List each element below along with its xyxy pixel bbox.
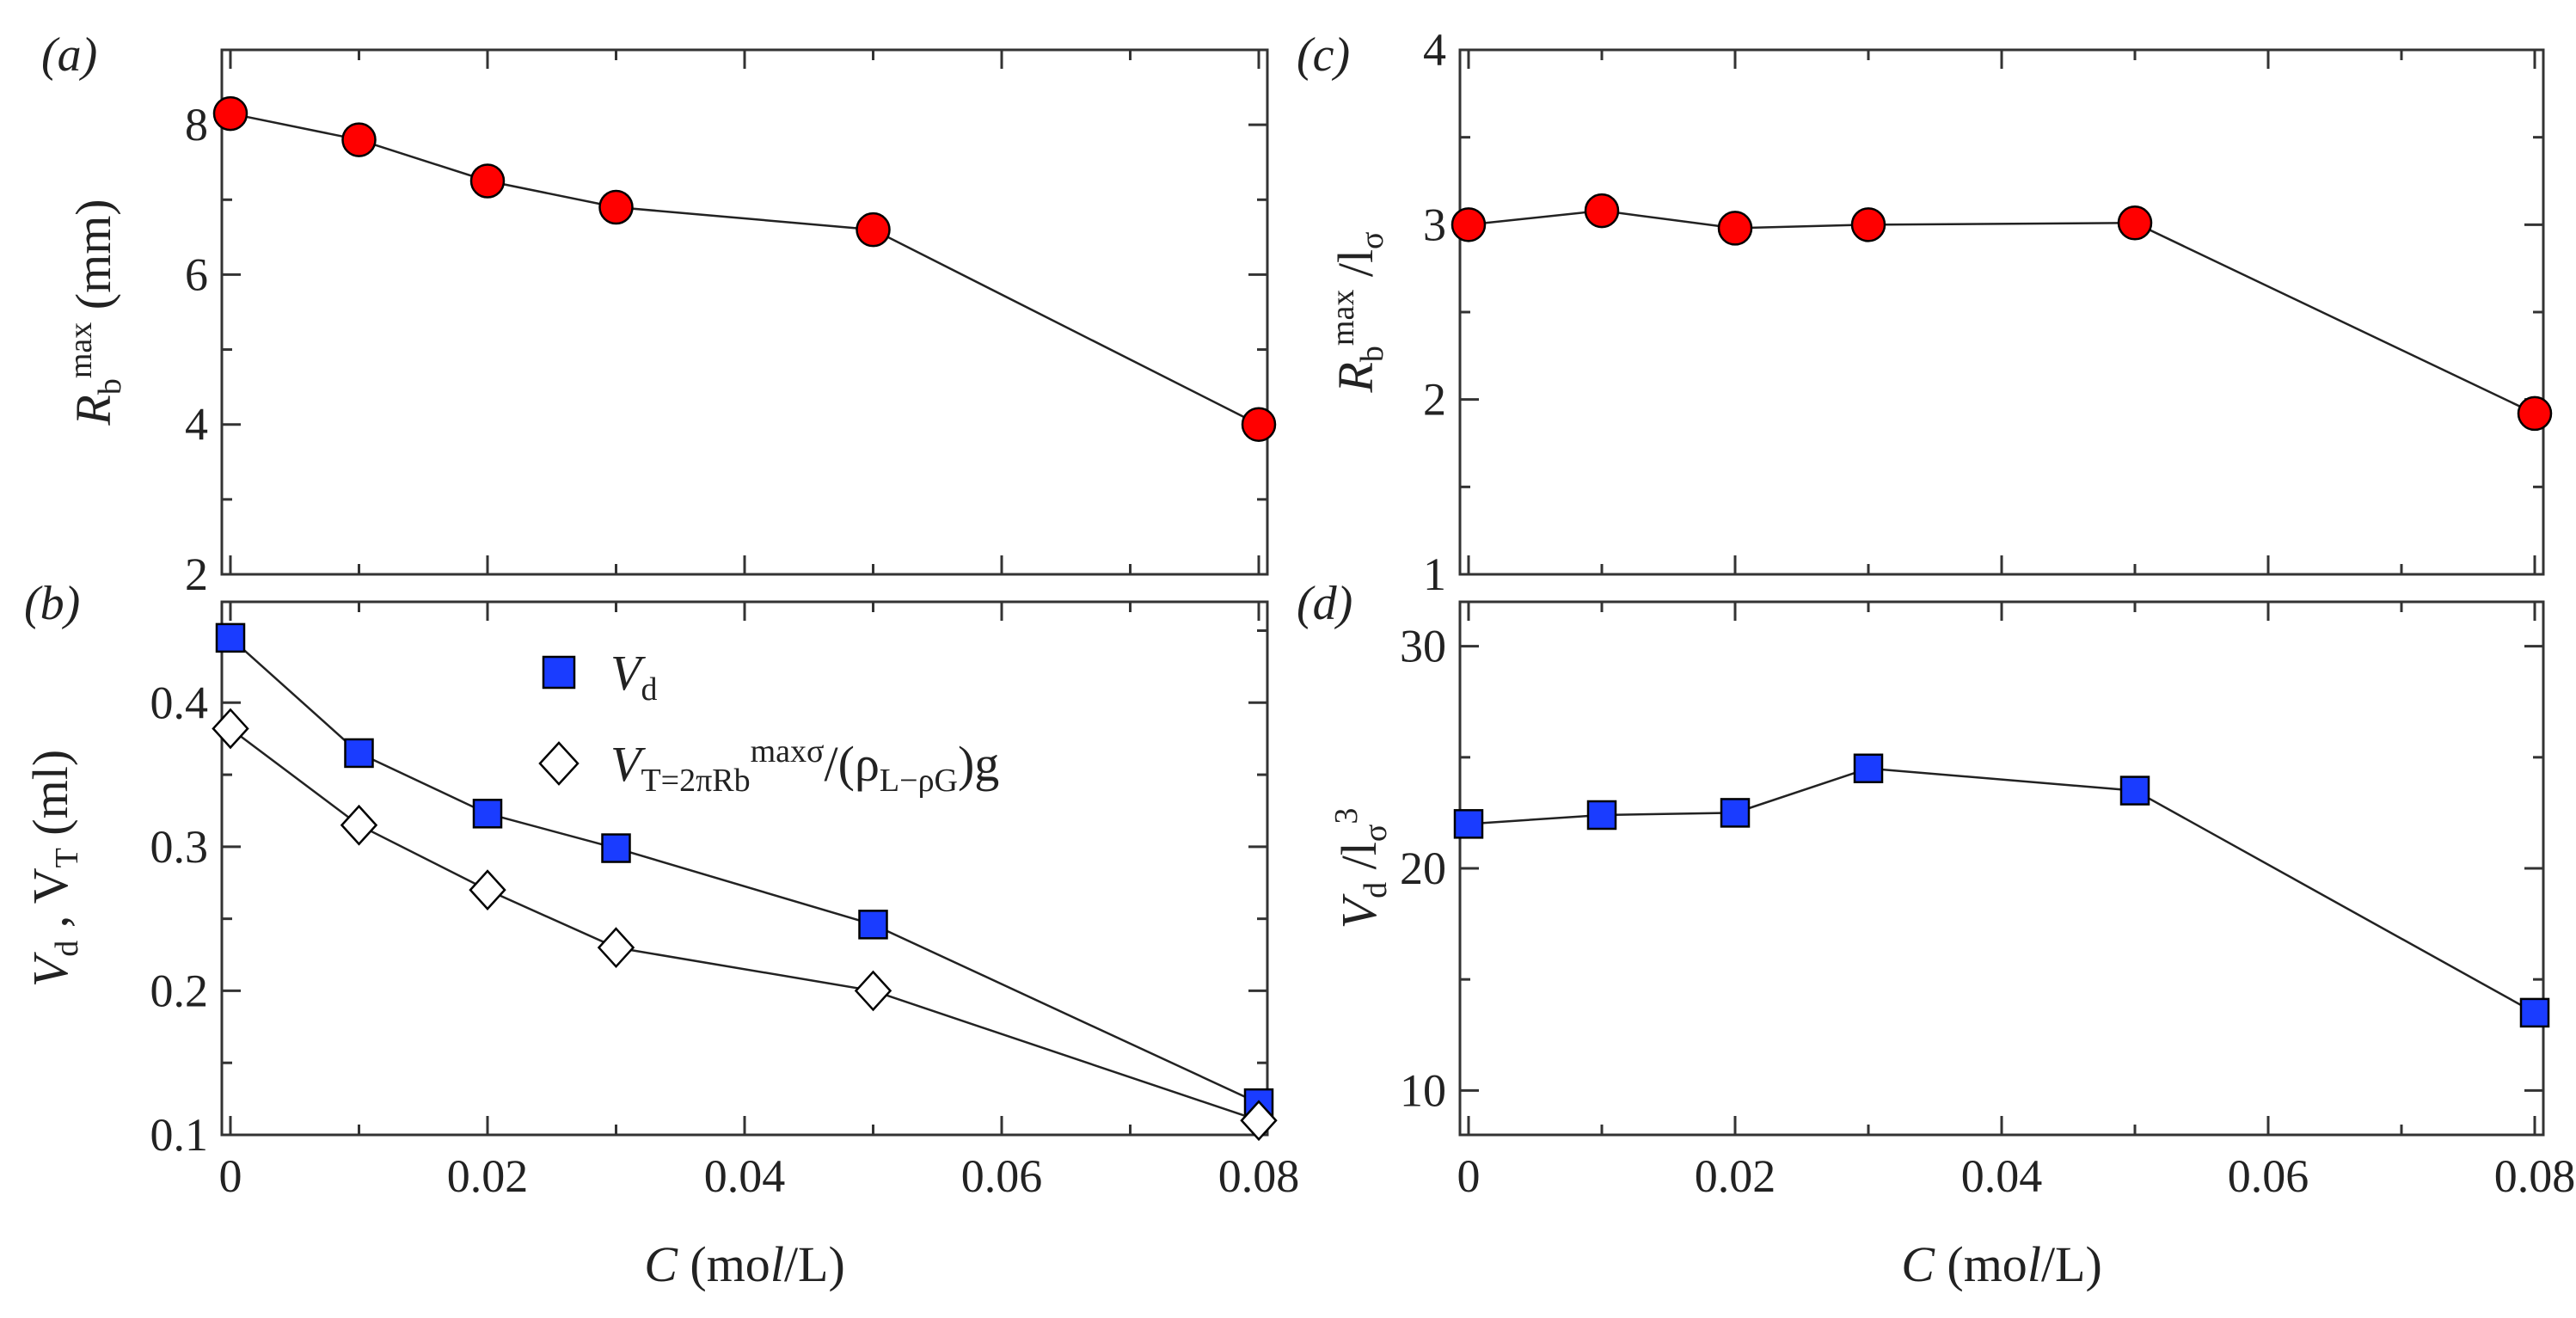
y-axis-label-text-a: Rbmax (mm) <box>63 199 128 426</box>
plot-frame-b <box>220 600 1269 1137</box>
legend: Vd VT=2πRbmaxσ/(ρL−ρG)g <box>538 645 999 799</box>
data-point-b-0-3 <box>601 833 631 863</box>
panel-label-a: (a) <box>41 28 97 82</box>
y-tick-label-b-0: 0.1 <box>150 1109 209 1161</box>
x-tick-label-d-4: 0.08 <box>2494 1150 2576 1202</box>
data-point-d-0-1 <box>1586 800 1617 831</box>
data-point-b-1-2 <box>469 869 506 910</box>
x-axis-label-b: C (mol/L) <box>644 1236 845 1292</box>
y-tick-label-a-1: 4 <box>185 399 208 451</box>
y-tick-label-b-3: 0.4 <box>150 677 209 728</box>
plot-a: 2 4 6 8 <box>185 48 1277 600</box>
data-point-c-0-0 <box>1451 207 1487 242</box>
x-axis-label-d: C (mol/L) <box>1901 1236 2102 1292</box>
x-tick-label-b-0: 0 <box>219 1150 242 1202</box>
data-point-a-0-2 <box>469 163 506 199</box>
y-axis-label-b: Vd , VT (ml) <box>22 750 85 987</box>
data-point-c-0-2 <box>1717 211 1753 246</box>
legend-label-vt: VT=2πRbmaxσ/(ρL−ρG)g <box>610 733 999 799</box>
data-point-d-0-3 <box>1853 753 1884 783</box>
x-tick-label-b-1: 0.02 <box>447 1150 529 1202</box>
y-tick-label-d-1: 20 <box>1400 843 1446 894</box>
legend-marker-vt <box>538 741 580 786</box>
series-line-a-0 <box>230 112 1260 426</box>
data-point-b-0-1 <box>344 738 374 769</box>
x-axis-label-text-b: C (mol/L) <box>644 1236 845 1292</box>
data-point-d-0-5 <box>2519 997 2550 1028</box>
y-axis-label-d: Vd /lσ3 <box>1328 808 1394 929</box>
series-line-d-0 <box>1468 767 2536 1015</box>
data-point-d-0-0 <box>1453 809 1484 839</box>
legend-label-vd: Vd <box>610 645 657 708</box>
data-point-b-1-1 <box>340 804 378 846</box>
series-line-b-1 <box>230 727 1260 1122</box>
y-tick-label-a-3: 8 <box>185 99 208 150</box>
y-axis-label-text-d: Vd /lσ3 <box>1328 808 1394 929</box>
legend-marker-vd <box>542 655 576 690</box>
x-tick-label-d-3: 0.06 <box>2228 1150 2309 1202</box>
data-point-a-0-0 <box>212 95 248 132</box>
series-line-b-0 <box>230 636 1260 1105</box>
panel-label-b: (b) <box>24 577 80 630</box>
y-tick-label-c-1: 2 <box>1423 374 1446 426</box>
data-point-b-0-4 <box>858 910 888 940</box>
panel-label-d: (d) <box>1297 577 1352 630</box>
data-point-c-0-3 <box>1850 207 1886 242</box>
x-tick-label-d-1: 0.02 <box>1695 1150 1776 1202</box>
data-point-b-1-5 <box>1240 1100 1278 1142</box>
plot-c: 1 2 3 4 <box>1423 24 2553 600</box>
x-tick-label-b-2: 0.04 <box>704 1150 786 1202</box>
series-line-c-0 <box>1468 209 2536 415</box>
data-point-b-1-4 <box>854 970 892 1012</box>
plot-b: 0 0.02 0.04 0.06 0.08 0.1 0.2 0.3 0.4 <box>150 600 1300 1202</box>
y-tick-label-d-0: 10 <box>1400 1064 1446 1116</box>
data-point-a-0-3 <box>598 189 634 225</box>
y-tick-label-c-0: 1 <box>1423 549 1446 600</box>
data-point-c-0-1 <box>1584 193 1620 229</box>
data-point-d-0-2 <box>1720 798 1751 828</box>
plot-frame-c <box>1458 48 2545 576</box>
y-tick-label-a-0: 2 <box>185 549 208 600</box>
data-point-c-0-5 <box>2517 395 2553 432</box>
y-tick-label-b-2: 0.3 <box>150 821 209 873</box>
y-tick-label-c-2: 3 <box>1423 199 1446 250</box>
x-axis-label-text-d: C (mol/L) <box>1901 1236 2102 1292</box>
data-point-b-0-0 <box>215 622 246 653</box>
y-tick-label-d-2: 30 <box>1400 621 1446 672</box>
plot-frame-a <box>220 48 1269 576</box>
data-point-b-0-2 <box>472 799 503 829</box>
y-tick-label-b-1: 0.2 <box>150 965 209 1016</box>
plot-frame-d <box>1458 600 2545 1137</box>
data-point-a-0-5 <box>1241 407 1277 442</box>
y-tick-label-a-2: 6 <box>185 248 208 300</box>
x-tick-label-d-0: 0 <box>1457 1150 1481 1202</box>
x-tick-label-d-2: 0.04 <box>1961 1150 2043 1202</box>
y-axis-label-text-b: Vd , VT (ml) <box>22 750 85 987</box>
y-axis-label-text-c: Rbmax /lσ <box>1325 231 1390 393</box>
data-point-a-0-4 <box>856 211 891 248</box>
data-point-b-1-3 <box>597 927 635 969</box>
y-tick-label-c-3: 4 <box>1423 24 1446 76</box>
x-tick-label-b-3: 0.06 <box>961 1150 1043 1202</box>
panel-label-c: (c) <box>1297 28 1350 82</box>
plot-d: 0 0.02 0.04 0.06 0.08 10 20 30 <box>1400 600 2576 1202</box>
y-axis-label-a: Rbmax (mm) <box>63 199 128 426</box>
data-point-b-1-0 <box>212 708 249 750</box>
y-axis-label-c: Rbmax /lσ <box>1325 231 1390 393</box>
data-point-d-0-4 <box>2119 775 2150 806</box>
data-point-a-0-1 <box>341 122 377 157</box>
x-tick-label-b-4: 0.08 <box>1218 1150 1300 1202</box>
data-point-c-0-4 <box>2117 205 2153 241</box>
